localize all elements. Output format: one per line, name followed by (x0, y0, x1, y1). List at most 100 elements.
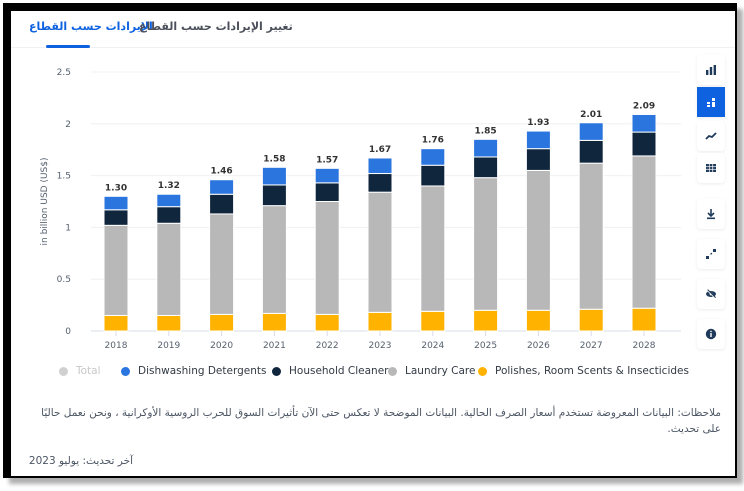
x-tick-label: 2027 (580, 341, 603, 351)
bar-segment-laundry-care[interactable] (261, 205, 287, 314)
bar-stack-2025[interactable] (473, 138, 499, 332)
bar-segment-household-cleaners[interactable] (156, 206, 182, 224)
table-button[interactable] (697, 153, 725, 183)
y-tick-label: 2.5 (57, 68, 71, 78)
bar-segment-household-cleaners[interactable] (261, 184, 287, 207)
bar-segment-laundry-care[interactable] (631, 155, 657, 309)
hide-icon (706, 289, 716, 299)
x-tick-label: 2024 (421, 341, 444, 351)
bar-segment-dishwashing-detergents[interactable] (420, 148, 446, 166)
y-axis-ticks: 0 0.5 1 1.5 2 2.5 (57, 68, 72, 337)
bar-segment-dishwashing-detergents[interactable] (209, 179, 235, 195)
info-icon (705, 328, 717, 340)
bar-stack-2021[interactable] (261, 166, 287, 332)
bar-segment-polishes-room-scents-insecticides[interactable] (578, 308, 604, 332)
bar-segment-polishes-room-scents-insecticides[interactable] (420, 310, 446, 332)
table-icon (706, 164, 716, 172)
bar-segment-household-cleaners[interactable] (525, 148, 551, 171)
bar-segment-laundry-care[interactable] (209, 213, 235, 315)
bar-segment-household-cleaners[interactable] (103, 209, 129, 226)
legend-color-dot (272, 366, 281, 376)
bar-stack-2027[interactable] (578, 122, 604, 332)
legend-item-household-cleaners[interactable]: Household Cleaners (272, 365, 394, 377)
legend-item-dishwashing-detergents[interactable]: Dishwashing Detergents (121, 365, 266, 377)
bar-segment-dishwashing-detergents[interactable] (314, 167, 340, 184)
legend-item-laundry-care[interactable]: Laundry Care (388, 365, 475, 377)
bar-segment-dishwashing-detergents[interactable] (367, 157, 393, 175)
bar-segment-polishes-room-scents-insecticides[interactable] (367, 311, 393, 332)
bar-stack-2024[interactable] (420, 148, 446, 332)
total-data-label: 1.30 (105, 183, 127, 193)
bar-segment-polishes-room-scents-insecticides[interactable] (525, 309, 551, 332)
legend-item-polishes-room-scents-insecticides[interactable]: Polishes, Room Scents & Insecticides (478, 365, 689, 377)
bar-segment-dishwashing-detergents[interactable] (261, 166, 287, 186)
bar-segment-household-cleaners[interactable] (631, 131, 657, 157)
total-data-label: 2.01 (580, 110, 602, 120)
fullscreen-icon (706, 249, 716, 259)
bar-stack-2018[interactable] (103, 195, 129, 332)
total-data-label: 1.76 (422, 136, 444, 146)
y-tick-label: 2 (65, 120, 71, 130)
total-data-label: 1.57 (316, 155, 338, 165)
fullscreen-button[interactable] (697, 239, 725, 269)
bar-segment-laundry-care[interactable] (103, 224, 129, 316)
bar-segment-polishes-room-scents-insecticides[interactable] (473, 309, 499, 332)
bar-segment-laundry-care[interactable] (420, 185, 446, 312)
bar-segment-household-cleaners[interactable] (314, 182, 340, 203)
bar-stack-2022[interactable] (314, 167, 340, 332)
bar-segment-household-cleaners[interactable] (420, 164, 446, 187)
bar-segment-polishes-room-scents-insecticides[interactable] (209, 313, 235, 332)
y-axis-title: in billion USD (US$) (40, 158, 50, 246)
download-button[interactable] (697, 199, 725, 229)
bar-segment-laundry-care[interactable] (525, 169, 551, 311)
y-tick-label: 0 (65, 327, 71, 337)
bar-segment-polishes-room-scents-insecticides[interactable] (103, 314, 129, 332)
bar-chart-icon (706, 65, 716, 75)
bar-segment-dishwashing-detergents[interactable] (525, 130, 551, 150)
total-data-label: 1.46 (210, 167, 232, 177)
bar-segment-laundry-care[interactable] (156, 222, 182, 316)
bar-segment-polishes-room-scents-insecticides[interactable] (631, 307, 657, 332)
line-chart-icon (705, 132, 717, 140)
legend-item-total[interactable]: Total (59, 365, 101, 377)
bar-stack-2026[interactable] (525, 130, 551, 332)
bar-segment-household-cleaners[interactable] (473, 156, 499, 179)
line-chart-button[interactable] (697, 121, 725, 151)
bar-segment-laundry-care[interactable] (473, 177, 499, 311)
x-tick-label: 2020 (210, 341, 233, 351)
bar-segment-laundry-care[interactable] (367, 191, 393, 313)
tab-revenue-change-by-segment[interactable]: تغيير الإيرادات حسب القطاع (139, 20, 293, 33)
bar-segment-laundry-care[interactable] (314, 201, 340, 315)
x-tick-label: 2018 (105, 341, 128, 351)
bar-segment-polishes-room-scents-insecticides[interactable] (314, 313, 340, 332)
bar-segment-polishes-room-scents-insecticides[interactable] (261, 312, 287, 332)
screenshot-frame: الإيرادات حسب القطاع تغيير الإيرادات حسب… (3, 3, 737, 478)
bar-segment-dishwashing-detergents[interactable] (473, 138, 499, 158)
bar-segment-laundry-care[interactable] (578, 162, 604, 310)
bar-segment-household-cleaners[interactable] (209, 193, 235, 215)
y-tick-label: 1.5 (57, 172, 71, 182)
total-data-label: 1.85 (474, 126, 496, 136)
bar-segment-dishwashing-detergents[interactable] (631, 113, 657, 133)
bar-segment-household-cleaners[interactable] (367, 173, 393, 193)
tab-revenue-by-segment[interactable]: الإيرادات حسب القطاع (29, 20, 153, 33)
info-button[interactable] (697, 319, 725, 349)
bar-stack-2020[interactable] (209, 179, 235, 332)
x-tick-label: 2028 (633, 341, 656, 351)
bar-stack-2019[interactable] (156, 193, 182, 332)
bar-stack-2023[interactable] (367, 157, 393, 332)
bar-segment-dishwashing-detergents[interactable] (156, 193, 182, 208)
bar-chart-button[interactable] (697, 55, 725, 85)
last-updated-text: آخر تحديث: يوليو 2023 (28, 455, 133, 467)
bar-segment-dishwashing-detergents[interactable] (103, 195, 129, 211)
hide-button[interactable] (697, 279, 725, 309)
bar-segment-polishes-room-scents-insecticides[interactable] (156, 314, 182, 332)
legend-label: Household Cleaners (289, 365, 394, 377)
bar-segment-dishwashing-detergents[interactable] (578, 122, 604, 141)
bar-segment-household-cleaners[interactable] (578, 139, 604, 164)
total-data-label: 1.93 (527, 118, 549, 128)
stacked-bar-chart-button[interactable] (697, 87, 725, 117)
y-tick-label: 1 (65, 223, 71, 233)
total-data-label: 1.58 (263, 154, 285, 164)
bar-stack-2028[interactable] (631, 113, 657, 332)
